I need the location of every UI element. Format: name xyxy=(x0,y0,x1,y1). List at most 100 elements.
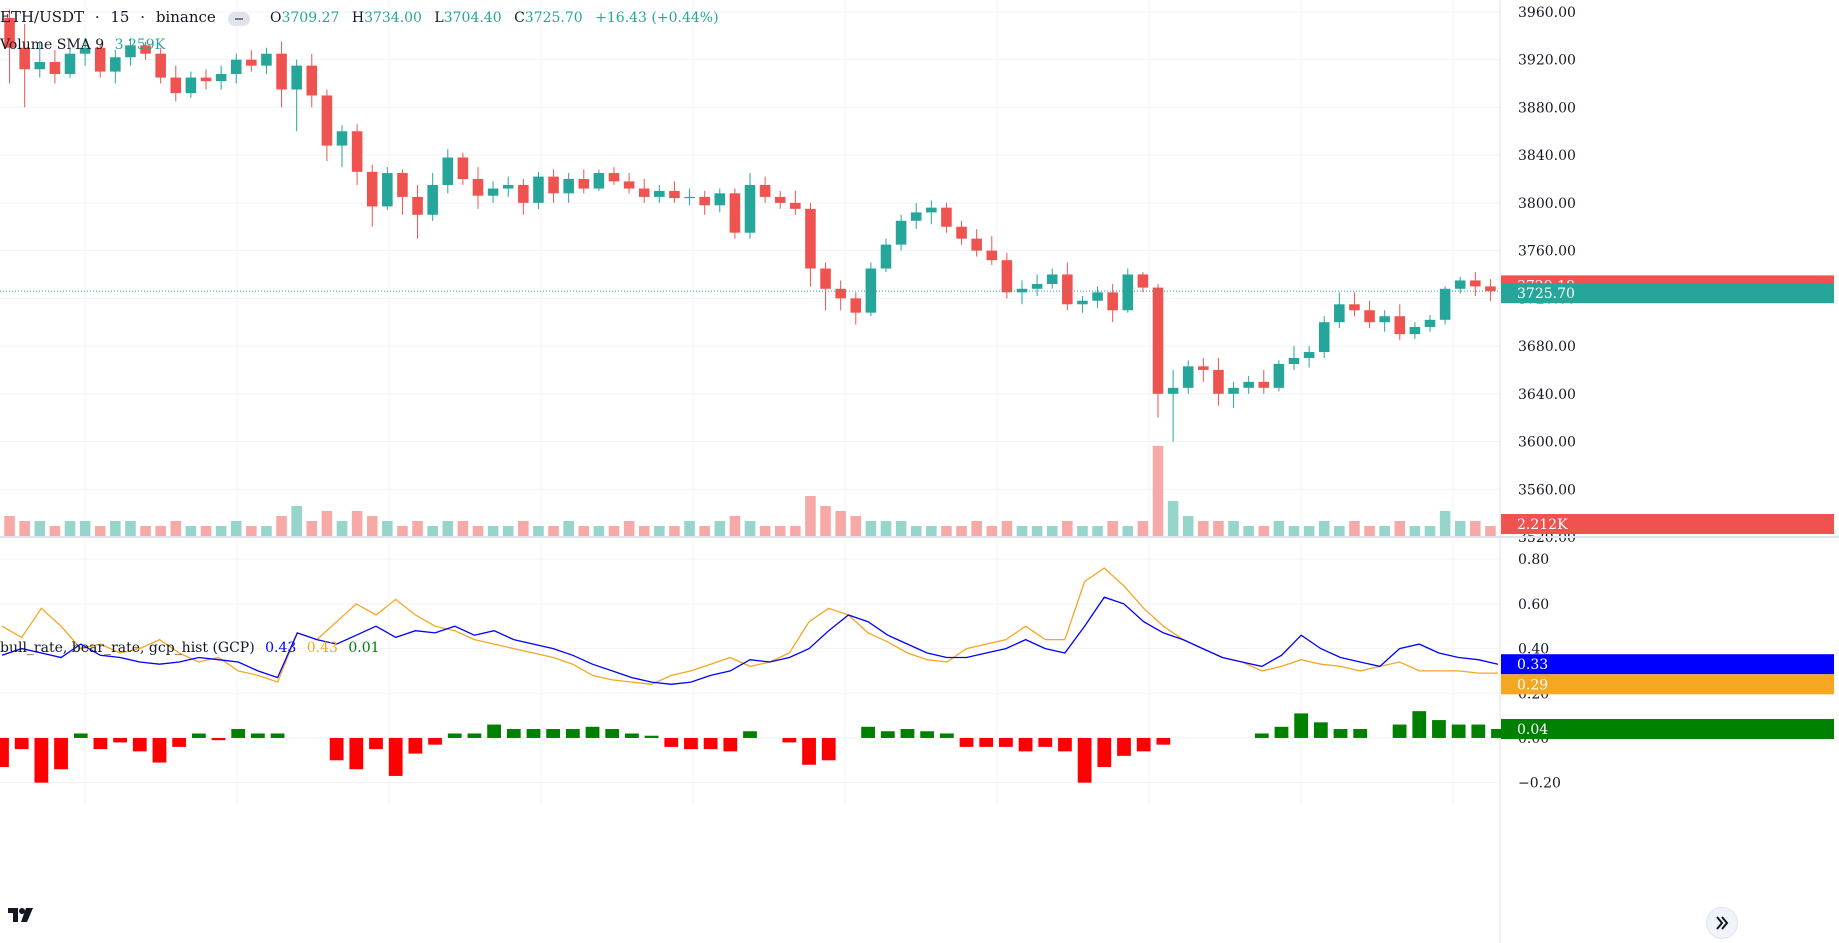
volume-bar xyxy=(623,521,635,536)
gcp-axis-tick: 0.80 xyxy=(1518,552,1549,568)
candle-body xyxy=(1031,284,1043,289)
volume-bar xyxy=(1485,526,1496,536)
interval-label: 15 xyxy=(110,8,130,26)
gcp-hist-bar xyxy=(1038,737,1053,747)
volume-bar xyxy=(1031,526,1043,536)
price-axis-tick: 3880.00 xyxy=(1518,100,1576,116)
price-axis-tick: 3560.00 xyxy=(1518,482,1576,498)
volume-bar xyxy=(986,526,998,536)
candle-body xyxy=(155,53,166,78)
volume-bar xyxy=(427,526,438,536)
high-value: 3734.00 xyxy=(364,10,422,26)
open-value: 3709.27 xyxy=(281,10,340,26)
candle-body xyxy=(110,57,121,72)
volume-bar xyxy=(1122,526,1134,536)
candle-body xyxy=(185,77,197,94)
gcp-hist-bar xyxy=(684,737,698,750)
candle-body xyxy=(170,77,182,94)
candle-body xyxy=(1394,316,1406,335)
gcp-hist-bar xyxy=(1058,737,1072,752)
double-chevron-right-icon xyxy=(1716,916,1729,930)
candle-body xyxy=(276,53,287,90)
candle-body xyxy=(774,196,786,203)
volume-bar xyxy=(1424,526,1436,536)
gcp-hist-bar xyxy=(821,737,836,761)
volume-bar xyxy=(956,526,967,536)
volume-bar xyxy=(533,526,544,536)
gcp-hist-bar xyxy=(1353,729,1368,738)
volume-bar xyxy=(140,526,151,536)
volume-bar xyxy=(744,521,756,536)
close-label: C xyxy=(514,10,525,26)
candle-body xyxy=(140,45,151,54)
change-value: +16.43 (+0.44%) xyxy=(595,10,719,26)
volume-bar xyxy=(593,526,605,536)
gcp-hist-bar xyxy=(1097,737,1112,768)
candle-body xyxy=(926,207,937,213)
volume-bar xyxy=(4,516,15,536)
gcp-hist-bar xyxy=(172,737,187,747)
gcp-legend: bull_rate, bear_rate, gcp_hist (GCP) 0.4… xyxy=(0,640,380,656)
candle-body xyxy=(1334,304,1345,323)
gcp-hist-bar xyxy=(959,737,974,747)
collapse-legend-button[interactable] xyxy=(228,12,250,26)
candle-body xyxy=(865,268,877,313)
gcp-hist-bar xyxy=(329,737,344,761)
volume-bar xyxy=(669,526,680,536)
gcp-hist-bar xyxy=(467,733,482,738)
gcp-axis-tick: 0.60 xyxy=(1518,597,1549,613)
volume-bar xyxy=(230,521,242,536)
candle-body xyxy=(1243,381,1254,388)
gcp-hist-bar xyxy=(14,737,29,750)
price-axis-tick: 3920.00 xyxy=(1518,53,1576,69)
candle-body xyxy=(563,179,574,194)
candle-body xyxy=(805,208,816,269)
volume-bar xyxy=(1273,521,1285,536)
volume-bar xyxy=(64,521,76,536)
gcp-hist-bar xyxy=(1274,726,1289,738)
volume-bar xyxy=(306,521,318,536)
gcp-hist-bar xyxy=(1412,711,1427,738)
volume-bar xyxy=(276,516,287,536)
volume-bar xyxy=(200,526,212,536)
gcp-hist-bar xyxy=(506,729,521,738)
gcp-bull-value: 0.43 xyxy=(265,640,297,656)
volume-bar xyxy=(1394,521,1406,536)
volume-bar xyxy=(1303,526,1315,536)
gcp-hist-bar xyxy=(1294,713,1309,738)
volume-bar xyxy=(563,521,574,536)
gcp-bear-badge-bg xyxy=(1501,674,1834,695)
gcp-hist-bar xyxy=(349,737,364,770)
gcp-hist-bar xyxy=(644,735,659,738)
volume-bar xyxy=(1334,526,1345,536)
gcp-bear-badge: 0.29 xyxy=(1517,677,1548,693)
gcp-hist-bar xyxy=(113,737,127,743)
candle-body xyxy=(442,157,454,185)
volume-bar xyxy=(155,526,166,536)
tradingview-logo-icon[interactable] xyxy=(6,904,36,926)
candle-body xyxy=(291,65,302,90)
candle-body xyxy=(1016,288,1028,293)
scroll-to-realtime-button[interactable] xyxy=(1706,907,1738,939)
volume-bar xyxy=(215,526,227,536)
ohlc-legend: O3709.27 H3734.00 L3704.40 C3725.70 +16.… xyxy=(270,10,719,26)
candle-body xyxy=(533,176,544,203)
volume-bar xyxy=(457,521,469,536)
volume-bar xyxy=(1243,526,1254,536)
volume-bar xyxy=(246,526,257,536)
volume-bar xyxy=(79,521,91,536)
volume-bar xyxy=(351,511,363,536)
volume-bar xyxy=(880,521,892,536)
volume-badge: 2.212K xyxy=(1517,517,1568,533)
candle-body xyxy=(306,65,318,96)
volume-bar xyxy=(94,526,106,536)
candle-body xyxy=(1273,363,1285,388)
candle-body xyxy=(487,188,499,196)
gcp-hist-bar xyxy=(565,729,580,738)
gcp-hist-bar xyxy=(782,737,797,743)
volume-bar xyxy=(729,516,741,536)
volume-bar xyxy=(336,521,348,536)
gcp-hist-bar xyxy=(625,733,639,738)
